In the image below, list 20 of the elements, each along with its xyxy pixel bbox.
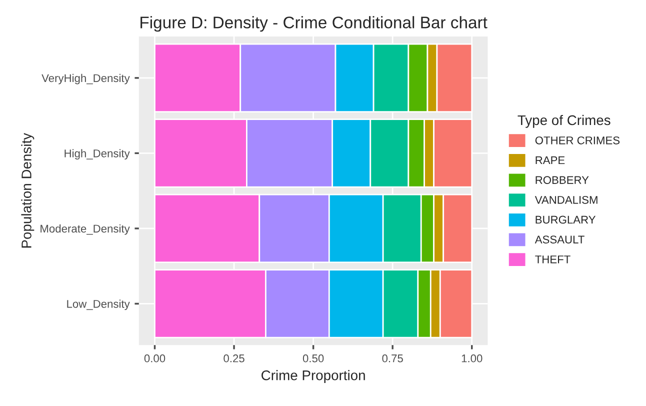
legend-title: Type of Crimes: [518, 114, 610, 128]
legend-label: ROBBERY: [536, 176, 589, 184]
legend-label: OTHER CRIMES: [535, 136, 620, 144]
x-tick-label: 0.50: [302, 354, 324, 362]
y-tick-label: High_Density: [64, 149, 130, 160]
x-tick-label: 0.00: [144, 354, 166, 362]
legend-label: THEFT: [535, 256, 570, 264]
y-tick-label: Moderate_Density: [40, 224, 130, 235]
legend-label: ASSAULT: [534, 236, 584, 244]
y-axis-title: Population Density: [21, 132, 34, 248]
legend-label: VANDALISM: [534, 196, 598, 204]
x-tick-label: 1.00: [462, 354, 482, 362]
chart-title: Figure D: Density - Crime Conditional Bar chart: [140, 16, 488, 32]
x-tick-label: 0.25: [224, 354, 244, 362]
x-tick-label: 0.75: [382, 354, 403, 362]
x-axis-title: Crime Proportion: [262, 370, 365, 383]
legend-label: RAPE: [536, 156, 565, 164]
y-tick-label: Low_Density: [67, 300, 130, 310]
legend-label: BURGLARY: [536, 216, 596, 224]
y-tick-label: VeryHigh_Density: [42, 74, 130, 84]
